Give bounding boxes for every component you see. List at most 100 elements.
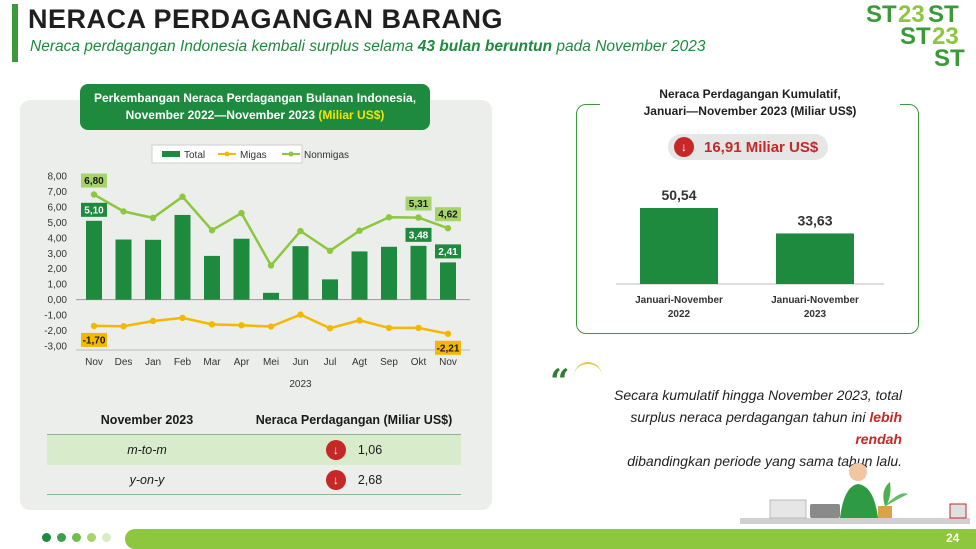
progress-dot <box>72 533 81 542</box>
point-migas <box>356 317 363 324</box>
data-label-box <box>405 227 432 242</box>
data-label-nonmigas: 4,62 <box>435 207 461 222</box>
x-tick-label: Okt <box>411 357 427 368</box>
point-nonmigas <box>208 227 216 234</box>
arrow-down-circle-icon: ↓ <box>325 469 346 490</box>
bar-cumulative <box>776 233 854 284</box>
point-migas <box>385 324 393 332</box>
point-migas <box>238 322 245 329</box>
svg-text:ST: ST <box>866 1 897 28</box>
table-row-label: m-to-m <box>127 443 167 457</box>
progress-dots <box>42 533 111 542</box>
data-label-box <box>435 340 461 355</box>
svg-text:ST: ST <box>934 45 965 72</box>
bar-total <box>145 239 161 300</box>
data-label-box <box>405 196 432 211</box>
y-tick-label: -1,00 <box>44 311 67 322</box>
point-migas <box>444 330 452 337</box>
progress-dot <box>57 533 66 542</box>
x-tick-label: Januari-November <box>635 295 723 306</box>
x-tick-label: Feb <box>174 357 192 368</box>
legend-marker <box>224 151 230 157</box>
point-nonmigas <box>415 214 422 221</box>
legend-label: Total <box>184 150 205 161</box>
quote-decoration <box>574 362 602 390</box>
y-tick-label: 7,00 <box>48 187 68 198</box>
x-tick-label: 2023 <box>804 309 827 320</box>
table-row-label: y-on-y <box>129 472 165 487</box>
monthly-chart-title: Perkembangan Neraca Perdagangan Bulanan … <box>80 84 430 130</box>
point-migas <box>90 322 98 330</box>
bar-total <box>440 262 456 300</box>
svg-text:23: 23 <box>898 1 925 28</box>
legend-label: Migas <box>240 150 267 161</box>
x-tick-label: Sep <box>380 357 398 368</box>
legend-marker <box>288 151 294 157</box>
progress-dot <box>42 533 51 542</box>
y-tick-label: 6,00 <box>48 202 68 213</box>
point-nonmigas <box>356 227 363 234</box>
bar-total <box>115 239 132 300</box>
x-tick-label: Jun <box>292 357 308 368</box>
point-nonmigas <box>149 214 157 222</box>
cumulative-bar-chart: 50,54 Januari-November 2022 33,63 Januari-No… <box>616 187 884 320</box>
data-label-migas: -1,70 <box>81 332 107 347</box>
bar-total <box>381 246 397 300</box>
point-nonmigas <box>444 225 452 232</box>
data-label-nonmigas: 6,80 <box>81 173 107 188</box>
y-tick-label: 1,00 <box>48 280 68 291</box>
title-accent-bar <box>12 4 18 62</box>
summary-quote: Secara kumulatif hingga November 2023, t… <box>614 387 902 469</box>
cumulative-title: Neraca Perdagangan Kumulatif, Januari—No… <box>600 86 900 120</box>
x-tick-label: Apr <box>234 357 250 368</box>
table-header-period: November 2023 <box>100 412 194 427</box>
data-label-total: 3,48 <box>405 227 432 242</box>
table-row-value: 1,06 <box>357 443 383 457</box>
arrow-down-circle-icon: ↓ <box>674 137 694 157</box>
data-label-text: 2,41 <box>438 247 458 258</box>
svg-text:ST: ST <box>928 1 959 28</box>
page-title: NERACA PERDAGANGAN BARANG <box>28 4 504 34</box>
table-header-value: Neraca Perdagangan (Miliar US$) <box>255 412 453 427</box>
progress-dot <box>102 533 111 542</box>
bar-total <box>233 238 250 300</box>
x-tick-label: Nov <box>439 357 457 368</box>
bar-total <box>292 246 309 300</box>
data-label-text: 3,48 <box>409 230 429 241</box>
svg-text:ST: ST <box>900 23 931 50</box>
data-label-text: 5,10 <box>84 205 104 216</box>
x-axis-year-label: 2023 <box>289 379 312 390</box>
point-migas <box>149 317 157 325</box>
table-row: m-to-m ↓ 1,06 <box>47 435 461 465</box>
y-tick-label: 2,00 <box>48 264 68 275</box>
arrow-down-circle-icon: ↓ <box>325 440 346 460</box>
point-nonmigas <box>267 262 275 269</box>
footer-bar <box>125 529 976 549</box>
point-migas <box>208 321 216 328</box>
bar-total <box>86 220 102 300</box>
data-label-migas: -2,21 <box>435 340 461 355</box>
point-nonmigas <box>326 247 334 254</box>
x-tick-label: Jul <box>324 357 337 368</box>
person-at-desk-illustration <box>740 463 970 524</box>
point-nonmigas <box>297 227 304 235</box>
legend-swatch-total <box>162 151 180 157</box>
table-row-value: 2,68 <box>357 472 383 487</box>
point-migas <box>120 323 127 330</box>
bar-total <box>204 255 220 300</box>
st2023-logo: ST 23 ST ST 23 ST <box>866 1 965 72</box>
data-label-text: 4,62 <box>438 210 458 221</box>
quote-icon: “ <box>550 362 570 402</box>
x-tick-label: Januari-November <box>771 295 859 306</box>
data-label-text: -1,70 <box>83 335 106 346</box>
page-subtitle: Neraca perdagangan Indonesia kembali sur… <box>30 38 706 55</box>
bar-value-label: 50,54 <box>661 187 696 203</box>
x-tick-label: Mar <box>203 357 221 368</box>
page-number: 24 <box>946 531 960 545</box>
data-label-box <box>81 202 107 217</box>
x-tick-label: Agt <box>352 357 367 368</box>
y-tick-label: 5,00 <box>48 218 68 229</box>
point-nonmigas <box>90 191 98 198</box>
table-row: y-on-y ↓ 2,68 <box>47 465 461 495</box>
bar-total <box>174 214 191 300</box>
